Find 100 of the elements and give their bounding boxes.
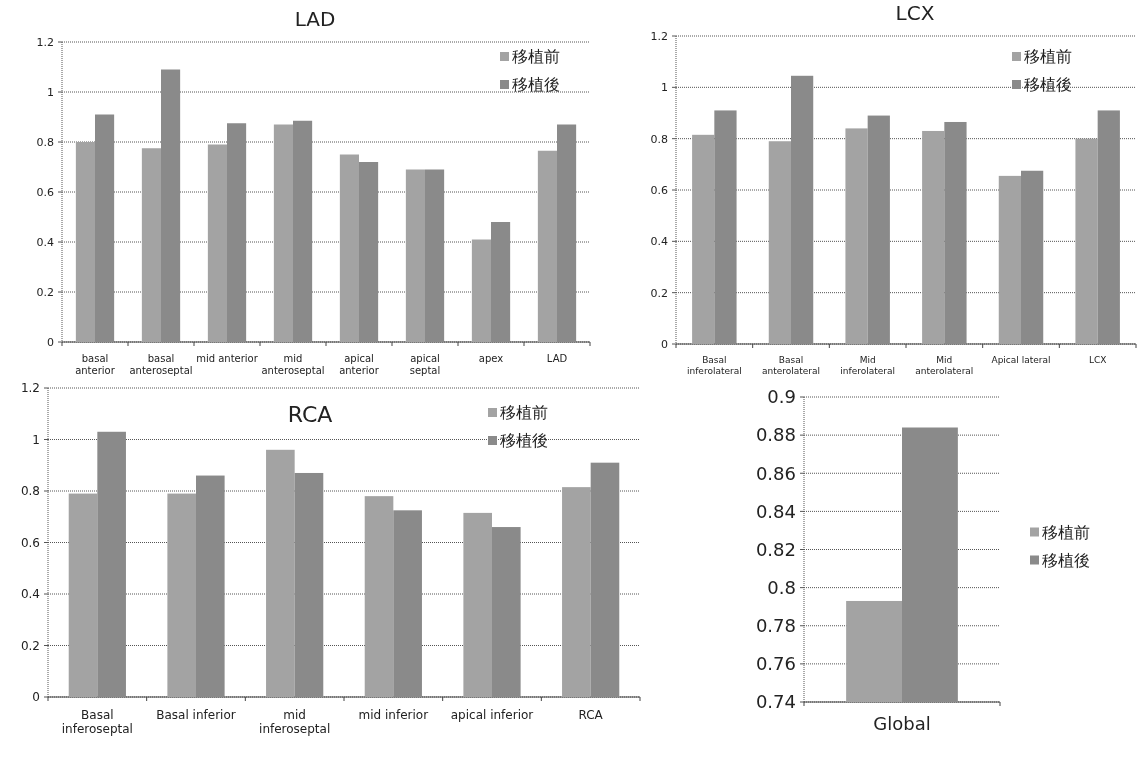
y-tick-label: 0: [47, 335, 54, 349]
bar: [266, 449, 295, 697]
y-tick-label: 0: [32, 690, 40, 705]
bar: [75, 142, 95, 342]
x-tick-label: apex: [478, 353, 504, 364]
x-tick-label: Basal anterolateral: [761, 355, 821, 376]
bar: [359, 162, 379, 342]
y-tick-label: 0.76: [755, 653, 796, 675]
bar: [944, 121, 967, 344]
y-tick-label: 0.6: [36, 185, 54, 199]
bar: [196, 475, 225, 697]
chart-title: LCX: [895, 1, 935, 25]
bar: [471, 239, 491, 342]
y-tick-label: 0.4: [20, 587, 40, 602]
y-tick-label: 1: [661, 81, 668, 95]
x-tick-label: Mid anterolateral: [915, 355, 974, 376]
x-tick-label: apical inferior: [450, 708, 534, 722]
bar: [167, 493, 196, 697]
x-tick-label: mid inferior: [358, 708, 429, 722]
bar: [161, 69, 181, 342]
bar: [339, 154, 359, 342]
bar: [273, 124, 293, 342]
y-tick-label: 0.2: [20, 638, 40, 653]
bar: [364, 496, 394, 697]
bar: [141, 148, 161, 342]
x-tick-label: Basal inferoseptal: [61, 708, 133, 737]
y-tick-label: 0.8: [20, 484, 40, 499]
bar: [845, 128, 868, 344]
y-tick-label: 0: [661, 337, 668, 351]
bar: [692, 134, 715, 344]
bar: [294, 472, 324, 697]
y-tick-label: 0.84: [755, 500, 796, 522]
bar: [492, 527, 521, 697]
legend-label: 移植後: [1042, 550, 1090, 570]
bar: [97, 431, 126, 697]
x-tick-label: Global: [873, 713, 931, 734]
x-tick-label: basal anteroseptal: [129, 353, 193, 376]
legend-label: 移植前: [500, 403, 548, 422]
bar: [68, 493, 98, 697]
x-tick-label: basal anterior: [75, 353, 116, 376]
bar: [491, 222, 511, 342]
bar: [1075, 138, 1098, 344]
bar: [1021, 170, 1044, 344]
bar: [998, 175, 1021, 344]
legend-label: 移植後: [1024, 75, 1072, 94]
y-tick-label: 0.8: [650, 132, 668, 146]
y-tick-label: 1.2: [36, 35, 54, 49]
bar: [1097, 110, 1120, 344]
x-tick-label: Apical lateral: [991, 355, 1051, 365]
y-tick-label: 0.78: [755, 615, 796, 637]
y-tick-label: 0.88: [755, 424, 796, 446]
bar: [590, 462, 620, 697]
bar: [227, 123, 247, 342]
y-tick-label: 0.6: [20, 535, 40, 550]
y-tick-label: 0.6: [650, 183, 668, 197]
bar: [867, 115, 890, 344]
legend-label: 移植前: [512, 47, 560, 66]
y-tick-label: 0.74: [755, 691, 796, 713]
legend-label: 移植後: [500, 431, 548, 450]
y-tick-label: 0.4: [36, 235, 54, 249]
y-tick-label: 0.2: [650, 286, 668, 300]
x-tick-label: LCX: [1088, 355, 1107, 365]
x-tick-label: LAD: [546, 353, 568, 364]
bar: [95, 114, 115, 342]
bar: [768, 141, 791, 344]
bar: [293, 120, 313, 342]
y-tick-label: 1.2: [650, 29, 668, 43]
legend-label: 移植後: [512, 75, 560, 94]
y-tick-label: 1.2: [20, 381, 40, 396]
y-tick-label: 0.86: [755, 462, 796, 484]
y-tick-label: 1: [32, 432, 40, 447]
x-tick-label: apical septal: [409, 353, 441, 376]
bar: [425, 169, 445, 342]
bar: [463, 512, 492, 697]
y-tick-label: 0.9: [767, 386, 796, 408]
bar: [207, 144, 227, 342]
bar: [557, 124, 577, 342]
y-tick-label: 0.2: [36, 285, 54, 299]
legend-label: 移植前: [1024, 47, 1072, 66]
x-tick-label: Mid inferolateral: [840, 355, 896, 376]
bar: [714, 110, 737, 344]
text: RCA: [287, 402, 333, 427]
x-tick-label: Basal inferior: [156, 708, 236, 722]
y-tick-label: 0.8: [767, 576, 796, 598]
bar: [537, 150, 557, 342]
bar: [922, 130, 945, 344]
x-tick-label: mid inferoseptal: [259, 708, 331, 737]
chart-title: LAD: [294, 7, 336, 31]
y-tick-label: 0.4: [650, 235, 668, 249]
y-tick-label: 1: [47, 85, 54, 99]
bar: [562, 487, 591, 697]
legend-label: 移植前: [1042, 522, 1090, 542]
x-tick-label: Basal inferolateral: [686, 355, 742, 376]
y-tick-label: 0.82: [755, 538, 796, 560]
bar: [791, 75, 814, 344]
x-tick-label: mid anteroseptal: [261, 353, 325, 376]
x-tick-label: RCA: [578, 708, 604, 722]
x-tick-label: apical anterior: [339, 353, 380, 376]
y-tick-label: 0.8: [36, 135, 54, 149]
bar: [405, 169, 425, 342]
